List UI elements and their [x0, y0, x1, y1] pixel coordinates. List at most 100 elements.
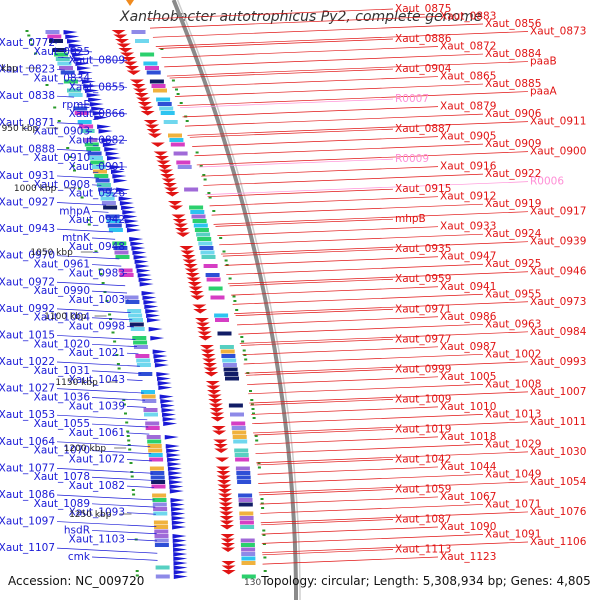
reverse-gene-label: Xaut_0888	[0, 143, 55, 155]
cog-track-block	[79, 124, 94, 129]
forward-strand-gene	[214, 448, 229, 453]
reverse-gene-label: Xaut_0926	[69, 188, 126, 200]
cog-track-block	[231, 426, 246, 430]
forward-strand-gene	[221, 565, 236, 570]
cog-track-block	[193, 223, 208, 228]
forward-gene-label: Xaut_0941	[440, 281, 496, 293]
forward-strand-gene	[192, 304, 207, 309]
cog-track-block	[125, 300, 140, 304]
forward-strand-gene	[114, 39, 129, 44]
reverse-gene-label: Xaut_0901	[69, 161, 125, 173]
label-leader-line	[243, 353, 484, 365]
reverse-strand-gene	[131, 246, 146, 251]
forward-strand-gene	[212, 430, 227, 435]
forward-strand-gene	[183, 264, 198, 269]
reverse-strand-gene	[156, 372, 171, 377]
forward-gene-label: Xaut_1123	[440, 551, 496, 563]
cog-track-block	[235, 466, 250, 471]
cog-track-block	[232, 430, 247, 435]
reverse-strand-gene	[144, 304, 159, 309]
forward-gene-label: paaA	[530, 86, 558, 98]
cog-track-block	[184, 187, 199, 192]
reverse-gene-label: Xaut_1064	[0, 436, 55, 448]
label-leader-line	[239, 331, 529, 344]
forward-strand-gene	[217, 484, 232, 489]
label-leader-line	[58, 49, 93, 53]
forward-strand-gene	[207, 390, 222, 395]
forward-gene-label: Xaut_0906	[485, 108, 542, 120]
label-leader-line	[91, 503, 156, 508]
forward-gene-label: Xaut_0879	[440, 101, 496, 113]
reverse-strand-gene	[161, 408, 176, 413]
reverse-strand-gene	[134, 259, 149, 264]
label-leader-line	[91, 530, 157, 535]
label-leader-line	[229, 278, 394, 287]
label-leader-line	[232, 293, 484, 305]
gc-skew-mark	[111, 331, 115, 334]
cog-track-block	[114, 250, 129, 255]
gc-skew-mark	[25, 30, 29, 32]
reverse-gene-label: Xaut_1077	[0, 462, 55, 474]
reverse-gene-label: Xaut_1022	[0, 356, 55, 368]
label-leader-line	[180, 98, 394, 109]
reverse-strand-gene	[106, 156, 121, 161]
cog-track-block	[191, 214, 206, 219]
cog-track-block	[133, 345, 148, 349]
forward-gene-label: Xaut_0905	[440, 131, 496, 143]
forward-strand-gene	[219, 511, 234, 516]
gc-skew-mark	[199, 165, 203, 167]
reverse-strand-gene	[105, 151, 120, 156]
forward-strand-gene	[220, 525, 235, 530]
cog-track-block	[63, 79, 78, 84]
gc-skew-mark	[260, 502, 264, 505]
cog-track-block	[94, 174, 109, 178]
cog-track-block	[105, 214, 120, 219]
label-leader-line	[155, 31, 529, 47]
forward-strand-gene	[162, 183, 177, 188]
forward-gene-label: Xaut_0872	[440, 41, 496, 53]
gc-skew-mark	[122, 399, 126, 401]
cog-track-block	[177, 165, 192, 169]
label-leader-line	[259, 489, 394, 496]
cog-track-block	[151, 484, 166, 489]
cog-track-block	[221, 354, 236, 358]
cog-track-block	[143, 408, 158, 412]
forward-strand-gene	[220, 543, 235, 548]
cog-track-block	[100, 196, 115, 201]
cog-track-block	[127, 309, 142, 313]
cog-track-block	[176, 160, 191, 165]
gc-skew-mark	[228, 277, 232, 280]
cog-track-block	[153, 520, 168, 525]
cog-track-block	[98, 187, 113, 192]
gc-skew-mark	[255, 439, 259, 442]
cog-track-block	[80, 129, 95, 133]
gc-skew-mark	[195, 151, 199, 154]
cog-track-block	[89, 156, 103, 160]
cog-track-block	[222, 363, 237, 367]
gc-skew-mark	[131, 489, 135, 491]
reverse-gene-label: Xaut_0903	[34, 126, 90, 138]
rna-gene-label: R0009	[395, 153, 429, 165]
gc-skew-mark	[232, 295, 236, 298]
cog-track-block	[169, 138, 184, 142]
label-leader-line	[201, 166, 439, 177]
reverse-strand-gene	[167, 462, 182, 467]
cog-track-block	[149, 466, 164, 471]
forward-strand-gene	[220, 534, 235, 539]
forward-strand-gene	[219, 516, 234, 521]
forward-gene-label: Xaut_0900	[530, 146, 586, 158]
label-leader-line	[174, 83, 484, 97]
forward-gene-label: Xaut_0959	[395, 273, 451, 285]
reverse-strand-gene	[150, 336, 165, 341]
forward-strand-gene	[184, 268, 199, 273]
rna-gene-label: R0007	[395, 93, 429, 105]
cog-track-block	[153, 511, 168, 516]
reverse-strand-gene	[172, 525, 187, 530]
label-leader-line	[91, 290, 128, 294]
reverse-strand-gene	[166, 448, 181, 453]
forward-gene-label: Xaut_0904	[395, 63, 452, 75]
gc-skew-mark	[99, 273, 103, 275]
cog-track-block	[83, 138, 98, 142]
reverse-strand-gene	[113, 178, 128, 183]
cog-track-block	[138, 372, 153, 376]
